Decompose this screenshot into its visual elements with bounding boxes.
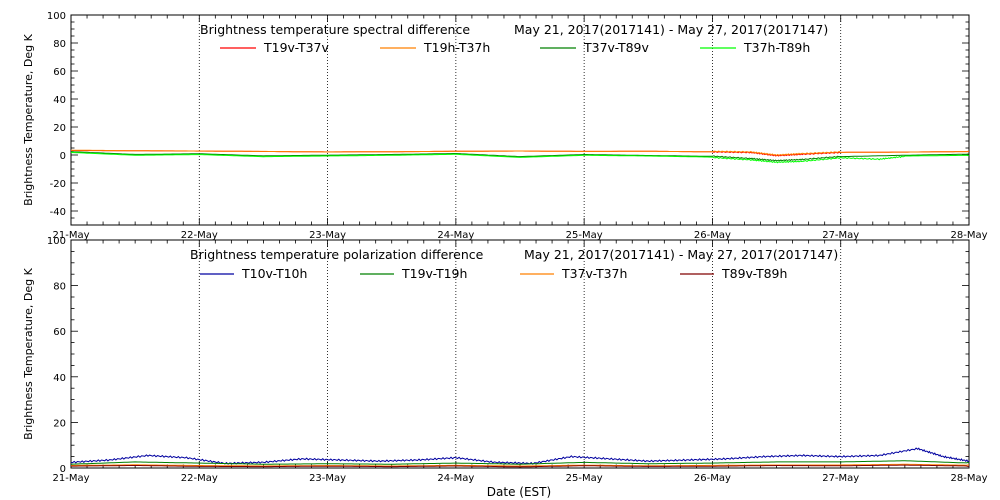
x-axis-label: Date (EST): [487, 485, 551, 499]
chart-subtitle: May 21, 2017(2017141) - May 27, 2017(201…: [514, 22, 828, 37]
spectral-difference-panel: 21-May 22-May 23-May 24-May 25-May 26-May 27-M…: [22, 11, 988, 241]
y-tick-label: 40: [53, 95, 66, 106]
x-tick-label: 23-May: [309, 473, 346, 484]
y-tick-label: -20: [50, 179, 66, 190]
legend-label: T89v-T89h: [721, 266, 787, 281]
x-tick-label: 26-May: [694, 230, 731, 241]
polarization-difference-panel: 21-May 22-May 23-May 24-May 25-May 26-May 27-M…: [22, 236, 988, 484]
series-line-t37v-t37h: [71, 463, 970, 467]
series-line-t37v-t89v: [70, 151, 970, 162]
legend-label: T19v-T19h: [401, 266, 467, 281]
x-tick-label: 21-May: [52, 473, 89, 484]
y-tick-label: 20: [53, 123, 66, 134]
y-axis-label: Brightness Temperature, Deg K: [22, 33, 35, 205]
y-tick-label: 100: [47, 236, 66, 247]
legend-label: T37v-T37h: [561, 266, 627, 281]
legend-label: T10v-T10h: [241, 266, 307, 281]
y-tick-label: 60: [53, 67, 66, 78]
y-tick-label: -40: [50, 207, 66, 218]
x-tick-label: 22-May: [181, 473, 218, 484]
series-line-t19h-t37h: [71, 149, 970, 157]
y-tick-label: 100: [47, 11, 66, 22]
x-tick-label: 25-May: [566, 473, 603, 484]
y-tick-label: 20: [53, 418, 66, 429]
chart-title: Brightness temperature spectral differen…: [200, 22, 470, 37]
x-tick-label: 28-May: [950, 230, 987, 241]
y-tick-label: 40: [53, 373, 66, 384]
legend-label: T19v-T37v: [263, 40, 330, 55]
x-tick-label: 27-May: [822, 230, 859, 241]
x-tick-label: 24-May: [437, 230, 474, 241]
chart-subtitle: May 21, 2017(2017141) - May 27, 2017(201…: [524, 247, 838, 262]
legend-label: T19h-T37h: [423, 40, 490, 55]
y-axis-label: Brightness Temperature, Deg K: [22, 267, 35, 439]
plot-frame: [70, 14, 970, 226]
series-line-t19v-t19h: [70, 460, 970, 465]
x-tick-label: 23-May: [309, 230, 346, 241]
x-tick-label: 25-May: [566, 230, 603, 241]
series-line-t89v-t89h: [71, 464, 970, 468]
chart-title: Brightness temperature polarization diff…: [190, 247, 484, 262]
y-tick-label: 80: [53, 39, 66, 50]
legend-label: T37v-T89v: [583, 40, 650, 55]
y-tick-label: 0: [60, 464, 66, 475]
y-tick-label: 0: [60, 151, 66, 162]
y-tick-label: 80: [53, 282, 66, 293]
x-tick-label: 27-May: [822, 473, 859, 484]
legend-label: T37h-T89h: [743, 40, 810, 55]
x-tick-label: 22-May: [181, 230, 218, 241]
x-tick-label: 26-May: [694, 473, 731, 484]
x-tick-label: 28-May: [950, 473, 987, 484]
x-tick-label: 21-May: [52, 230, 89, 241]
x-tick-label: 24-May: [437, 473, 474, 484]
y-tick-label: 60: [53, 327, 66, 338]
series-line-t37h-t89h: [70, 152, 970, 164]
